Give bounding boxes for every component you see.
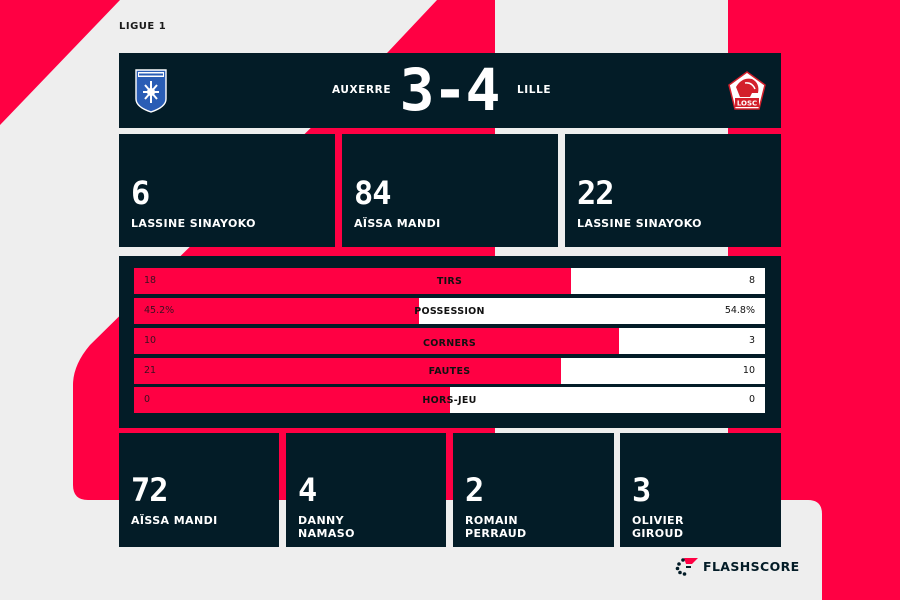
stat-row-fautes: 21 FAUTES 10 (134, 358, 765, 384)
stat-card: 84 AÏSSA MANDI (342, 134, 558, 247)
card-value: 84 (354, 174, 392, 212)
card-player-name: DANNY NAMASO (298, 514, 355, 540)
away-value: 54.8% (724, 305, 755, 316)
stat-label: FAUTES (428, 366, 471, 377)
name-line-2: PERRAUD (465, 527, 527, 540)
stat-label: HORS-JEU (422, 395, 477, 406)
card-value: 3 (632, 471, 651, 509)
card-player-name: AÏSSA MANDI (131, 514, 218, 527)
card-value: 2 (465, 471, 484, 509)
name-line-1: AÏSSA MANDI (131, 514, 218, 527)
card-value: 72 (131, 471, 169, 509)
card-player-name: OLIVIER GIROUD (632, 514, 684, 540)
card-player-name: ROMAIN PERRAUD (465, 514, 527, 540)
stat-row-hors-jeu: 0 HORS-JEU 0 (134, 387, 765, 413)
stat-row-possession: 45.2% POSSESSION 54.8% (134, 298, 765, 324)
card-player-name: LASSINE SINAYOKO (131, 217, 256, 230)
home-bar (134, 328, 620, 354)
card-value: 4 (298, 471, 317, 509)
league-title: LIGUE 1 (119, 21, 167, 32)
brand-name: FLASHSCORE (703, 558, 800, 574)
flashscore-brand: FLASHSCORE (675, 556, 800, 576)
match-score: 3-4 (399, 56, 501, 124)
card-player-name: LASSINE SINAYOKO (577, 217, 702, 230)
stat-card: 3 OLIVIER GIROUD (620, 433, 781, 547)
home-value: 0 (144, 394, 151, 405)
home-bar (134, 298, 420, 324)
away-value: 0 (748, 394, 755, 405)
stat-label: TIRS (436, 276, 463, 287)
flashscore-logo-icon (675, 558, 698, 576)
name-line-1: OLIVIER (632, 514, 684, 527)
card-value: 22 (577, 174, 615, 212)
home-value: 45.2% (144, 305, 175, 316)
home-bar (134, 358, 562, 384)
name-line-1: DANNY (298, 514, 345, 527)
away-value: 10 (742, 365, 755, 376)
home-team-name: AUXERRE (332, 84, 392, 96)
card-player-name: AÏSSA MANDI (354, 217, 441, 230)
home-value: 10 (144, 335, 157, 346)
away-team-name: LILLE (517, 84, 552, 96)
name-line-2: GIROUD (632, 527, 684, 540)
stat-label: CORNERS (422, 338, 477, 349)
svg-text:LOSC: LOSC (737, 100, 757, 108)
losc-crest-icon: LOSC (728, 71, 766, 110)
stat-card: 6 LASSINE SINAYOKO (119, 134, 335, 247)
match-stats-panel: 18 TIRS 8 45.2% POSSESSION 54.8% 10 CORN… (119, 256, 781, 428)
name-line-1: ROMAIN (465, 514, 518, 527)
home-value: 18 (144, 275, 157, 286)
auxerre-crest-icon (135, 69, 167, 113)
stat-card: 22 LASSINE SINAYOKO (565, 134, 781, 247)
stat-card: 4 DANNY NAMASO (286, 433, 446, 547)
stat-row-tirs: 18 TIRS 8 (134, 268, 765, 294)
stat-row-corners: 10 CORNERS 3 (134, 328, 765, 354)
card-value: 6 (131, 174, 150, 212)
stat-card: 2 ROMAIN PERRAUD (453, 433, 614, 547)
home-bar (134, 268, 571, 294)
stat-card: 72 AÏSSA MANDI (119, 433, 279, 547)
name-line-2: NAMASO (298, 527, 355, 540)
stat-label: POSSESSION (414, 306, 485, 317)
home-value: 21 (144, 365, 157, 376)
home-bar (134, 387, 450, 413)
away-value: 3 (748, 335, 755, 346)
scoreboard-header: AUXERRE 3-4 LILLE LOSC (119, 53, 781, 128)
away-value: 8 (748, 275, 755, 286)
